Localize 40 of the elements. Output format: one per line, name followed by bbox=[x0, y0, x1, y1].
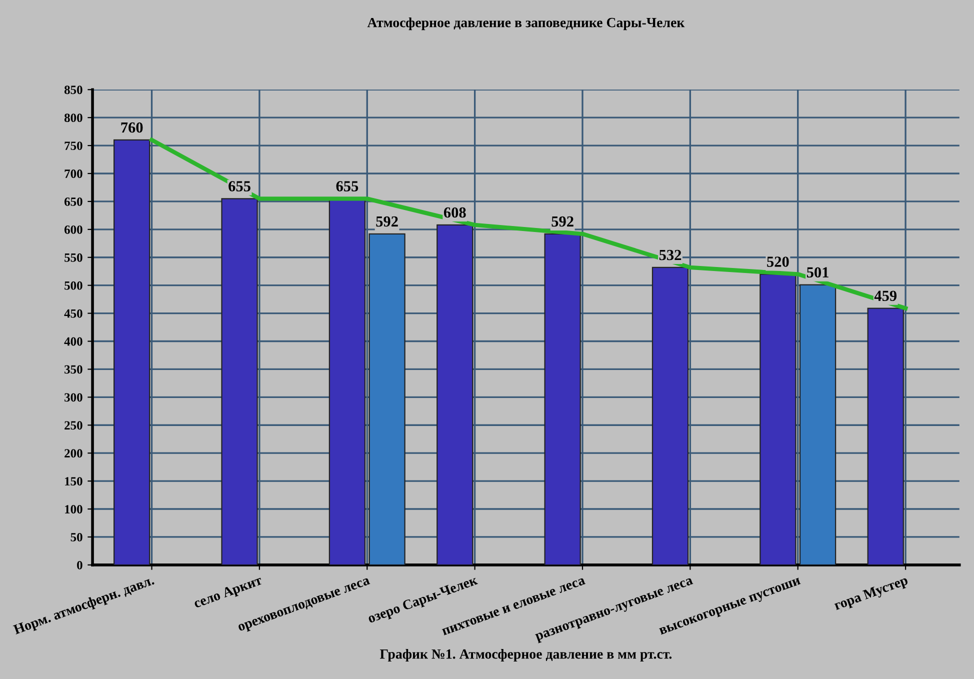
bar bbox=[436, 224, 474, 565]
x-axis-title: График №1. Атмосферное давление в мм рт.ст. bbox=[380, 648, 672, 662]
y-tick-label: 300 bbox=[64, 393, 82, 402]
bar bbox=[799, 284, 836, 565]
y-tick-label: 250 bbox=[64, 421, 82, 430]
y-tick-label: 600 bbox=[64, 225, 82, 234]
y-tick-label: 150 bbox=[65, 477, 82, 486]
y-tick-label: 800 bbox=[64, 114, 82, 122]
x-tick-label: гора Мустер bbox=[833, 575, 910, 613]
y-tick-label: 850 bbox=[64, 86, 82, 94]
y-tick-label: 550 bbox=[64, 253, 82, 262]
data-label: 501 bbox=[806, 267, 828, 278]
data-label: 459 bbox=[874, 290, 897, 301]
data-label: 592 bbox=[552, 216, 574, 227]
y-tick-label: 0 bbox=[77, 560, 82, 570]
data-label: 760 bbox=[121, 122, 143, 133]
bar bbox=[368, 233, 406, 565]
y-tick-label: 450 bbox=[64, 309, 82, 318]
data-label: 655 bbox=[336, 181, 358, 192]
data-label: 655 bbox=[228, 181, 250, 192]
data-label: 592 bbox=[376, 216, 398, 227]
chart-title: Атмосферное давление в заповеднике Сары-Челек bbox=[367, 17, 685, 30]
bar bbox=[221, 198, 258, 565]
y-tick-label: 650 bbox=[64, 197, 82, 206]
data-label: 520 bbox=[767, 256, 789, 267]
bar bbox=[652, 266, 689, 565]
y-tick-label: 500 bbox=[64, 281, 82, 290]
y-tick-label: 700 bbox=[64, 170, 82, 178]
y-tick-label: 100 bbox=[65, 505, 82, 514]
bar bbox=[867, 308, 904, 565]
data-label: 608 bbox=[444, 207, 466, 218]
data-label: 532 bbox=[659, 250, 682, 260]
y-tick-label: 750 bbox=[64, 142, 82, 150]
y-tick-label: 200 bbox=[64, 449, 82, 458]
y-tick-label: 400 bbox=[64, 337, 82, 346]
bar bbox=[544, 233, 581, 565]
y-tick-label: 350 bbox=[64, 365, 82, 374]
bar bbox=[760, 274, 796, 565]
y-tick-label: 50 bbox=[70, 532, 82, 542]
bar bbox=[114, 139, 150, 565]
